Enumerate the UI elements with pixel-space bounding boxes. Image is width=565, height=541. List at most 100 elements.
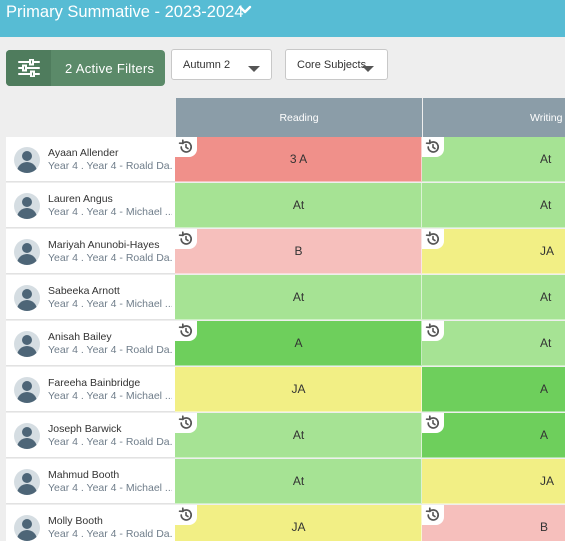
avatar-icon [14, 147, 40, 173]
page-title[interactable]: Primary Summative - 2023-2024 [6, 3, 244, 21]
table-row: Molly Booth Year 4 . Year 4 - Roald Da...… [0, 505, 565, 541]
reading-grade-cell[interactable]: JA [175, 505, 422, 541]
subject-select-value: Core Subjects [297, 59, 367, 71]
pupil-name: Ayaan Allender [48, 147, 119, 159]
reading-grade-cell[interactable]: B [175, 229, 422, 274]
reading-grade-cell[interactable]: JA [175, 367, 422, 412]
table-row: Ayaan Allender Year 4 . Year 4 - Roald Da… [0, 137, 565, 183]
avatar-icon [14, 515, 40, 541]
active-filters-button[interactable]: 2 Active Filters [6, 50, 165, 86]
avatar-icon [14, 285, 40, 311]
reading-grade-cell[interactable]: At [175, 413, 422, 458]
history-icon[interactable] [422, 505, 444, 525]
filter-sliders-icon [6, 50, 51, 86]
history-icon[interactable] [422, 413, 444, 433]
history-icon[interactable] [175, 229, 197, 249]
pupil-cell[interactable]: Sabeeka Arnott Year 4 . Year 4 - Michael … [6, 275, 175, 320]
pupil-class-info: Year 4 . Year 4 - Roald Da... [48, 160, 172, 172]
writing-grade-cell[interactable]: At [422, 137, 565, 182]
history-icon[interactable] [175, 137, 197, 157]
writing-grade-cell[interactable]: At [422, 275, 565, 320]
pupil-name: Molly Booth [48, 515, 103, 527]
writing-grade-cell[interactable]: B [422, 505, 565, 541]
pupil-cell[interactable]: Fareeha Bainbridge Year 4 . Year 4 - Mich… [6, 367, 175, 412]
column-header-writing[interactable]: Writing [423, 98, 565, 137]
term-select[interactable]: Autumn 2 [171, 49, 272, 80]
active-filters-label: 2 Active Filters [65, 60, 155, 76]
pupil-class-info: Year 4 . Year 4 - Roald Da... [48, 344, 172, 356]
table-row: Joseph Barwick Year 4 . Year 4 - Roald Da… [0, 413, 565, 459]
writing-grade-cell[interactable]: JA [422, 459, 565, 504]
pupil-class-info: Year 4 . Year 4 - Roald Da... [48, 252, 172, 264]
avatar-icon [14, 423, 40, 449]
history-icon[interactable] [175, 505, 197, 525]
term-select-value: Autumn 2 [183, 59, 231, 71]
table-row: Lauren Angus Year 4 . Year 4 - Michael ..… [0, 183, 565, 229]
column-header-label: Reading [279, 111, 319, 124]
column-header-reading[interactable]: Reading [176, 98, 422, 137]
writing-grade: A [540, 428, 549, 442]
reading-grade: At [292, 428, 305, 442]
reading-grade: B [294, 244, 303, 258]
writing-grade: At [540, 152, 552, 166]
reading-grade-cell[interactable]: At [175, 275, 422, 320]
pupil-cell[interactable]: Ayaan Allender Year 4 . Year 4 - Roald Da… [6, 137, 175, 182]
pupil-cell[interactable]: Molly Booth Year 4 . Year 4 - Roald Da... [6, 505, 175, 541]
writing-grade-cell[interactable]: A [422, 367, 565, 412]
pupil-class-info: Year 4 . Year 4 - Roald Da... [48, 436, 172, 448]
table-row: Mariyah Anunobi-Hayes Year 4 . Year 4 - R… [0, 229, 565, 275]
pupil-class-info: Year 4 . Year 4 - Roald Da... [48, 528, 172, 540]
reading-grade: At [292, 474, 305, 488]
pupil-name: Joseph Barwick [48, 423, 122, 435]
pupil-cell[interactable]: Mariyah Anunobi-Hayes Year 4 . Year 4 - R… [6, 229, 175, 274]
reading-grade: At [292, 198, 305, 212]
table-row: Anisah Bailey Year 4 . Year 4 - Roald Da.… [0, 321, 565, 367]
writing-grade: JA [540, 244, 555, 258]
table-row: Mahmud Booth Year 4 . Year 4 - Michael ..… [0, 459, 565, 505]
column-header-label: Writing [530, 111, 563, 124]
history-icon[interactable] [175, 413, 197, 433]
writing-grade: JA [540, 474, 555, 488]
dropdown-arrow-icon [362, 66, 374, 72]
dropdown-arrow-icon [248, 66, 260, 72]
subject-select[interactable]: Core Subjects [285, 49, 388, 80]
top-bar: Primary Summative - 2023-2024 [0, 0, 565, 37]
reading-grade-cell[interactable]: At [175, 183, 422, 228]
avatar-icon [14, 377, 40, 403]
pupil-name: Mariyah Anunobi-Hayes [48, 239, 160, 251]
table-row: Fareeha Bainbridge Year 4 . Year 4 - Mich… [0, 367, 565, 413]
reading-grade: JA [291, 520, 306, 534]
pupil-class-info: Year 4 . Year 4 - Michael ... [48, 390, 172, 402]
writing-grade: At [540, 290, 552, 304]
pupil-cell[interactable]: Mahmud Booth Year 4 . Year 4 - Michael ..… [6, 459, 175, 504]
history-icon[interactable] [175, 321, 197, 341]
history-icon[interactable] [422, 229, 444, 249]
pupil-class-info: Year 4 . Year 4 - Michael ... [48, 298, 172, 310]
pupil-cell[interactable]: Joseph Barwick Year 4 . Year 4 - Roald Da… [6, 413, 175, 458]
writing-grade: At [540, 198, 552, 212]
writing-grade-cell[interactable]: At [422, 321, 565, 366]
table-row: Sabeeka Arnott Year 4 . Year 4 - Michael … [0, 275, 565, 321]
pupil-cell[interactable]: Anisah Bailey Year 4 . Year 4 - Roald Da.… [6, 321, 175, 366]
history-icon[interactable] [422, 321, 444, 341]
reading-grade-cell[interactable]: At [175, 459, 422, 504]
reading-grade: 3 A [289, 152, 308, 166]
reading-grade-cell[interactable]: 3 A [175, 137, 422, 182]
pupil-class-info: Year 4 . Year 4 - Michael ... [48, 206, 172, 218]
avatar-icon [14, 331, 40, 357]
pupil-name: Anisah Bailey [48, 331, 112, 343]
writing-grade-cell[interactable]: A [422, 413, 565, 458]
reading-grade-cell[interactable]: A [175, 321, 422, 366]
pupil-name: Fareeha Bainbridge [48, 377, 141, 389]
history-icon[interactable] [422, 137, 444, 157]
pupil-name: Mahmud Booth [48, 469, 120, 481]
writing-grade-cell[interactable]: JA [422, 229, 565, 274]
pupil-cell[interactable]: Lauren Angus Year 4 . Year 4 - Michael ..… [6, 183, 175, 228]
reading-grade: JA [291, 382, 306, 396]
reading-grade: A [294, 336, 303, 350]
writing-grade-cell[interactable]: At [422, 183, 565, 228]
avatar-icon [14, 239, 40, 265]
writing-grade: B [540, 520, 549, 534]
writing-grade: At [540, 336, 552, 350]
chevron-down-icon[interactable] [238, 5, 252, 15]
